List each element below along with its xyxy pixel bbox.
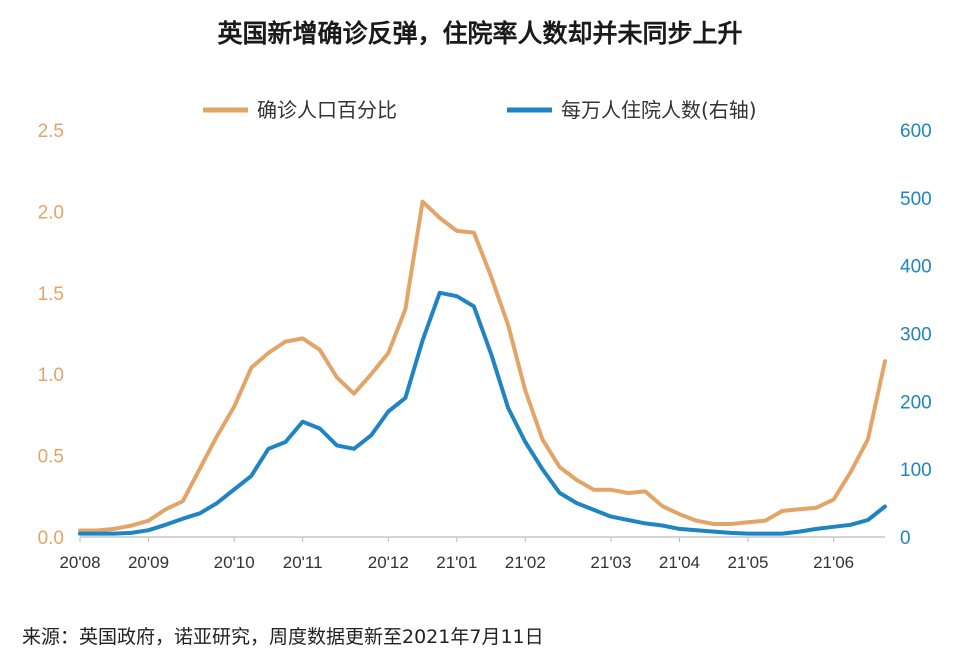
right-tick-label: 0 <box>900 528 911 549</box>
legend-label-hospitalized: 每万人住院人数(右轴) <box>561 98 757 122</box>
series-line-hospitalized <box>78 290 887 536</box>
right-tick-label: 400 <box>900 257 932 278</box>
plot-area <box>78 199 887 536</box>
x-tick-label: 20'09 <box>128 553 169 572</box>
right-tick-label: 600 <box>900 121 932 142</box>
source-note: 来源：英国政府，诺亚研究，周度数据更新至2021年7月11日 <box>22 626 544 648</box>
chart-title: 英国新增确诊反弹，住院率人数却并未同步上升 <box>217 19 742 48</box>
x-tick-label: 21'03 <box>590 553 631 572</box>
left-tick-label: 1.0 <box>38 365 64 386</box>
x-tick-label: 21'04 <box>659 553 700 572</box>
x-tick-label: 21'05 <box>727 553 768 572</box>
x-axis: 20'08 20'09 20'10 20'11 20'12 21'01 21'02 21'03… <box>59 537 854 572</box>
x-tick-label: 21'06 <box>813 553 854 572</box>
x-tick-label: 20'08 <box>59 553 100 572</box>
x-tick-label: 20'12 <box>368 553 409 572</box>
right-tick-label: 100 <box>900 460 932 481</box>
left-tick-label: 0.5 <box>38 447 64 468</box>
left-y-axis: 0.0 0.5 1.0 1.5 2.0 2.5 <box>38 121 64 549</box>
right-y-axis: 0 100 200 300 400 500 600 <box>900 121 932 549</box>
x-tick-label: 21'01 <box>436 553 477 572</box>
left-tick-label: 2.0 <box>38 202 64 223</box>
left-tick-label: 0.0 <box>38 528 64 549</box>
left-tick-label: 2.5 <box>38 121 64 142</box>
legend: 确诊人口百分比 每万人住院人数(右轴) <box>203 98 757 122</box>
right-tick-label: 200 <box>900 392 932 413</box>
right-tick-label: 300 <box>900 325 932 346</box>
x-tick-label: 20'10 <box>214 553 255 572</box>
legend-label-confirmed: 确诊人口百分比 <box>257 98 397 122</box>
x-tick-label: 20'11 <box>283 553 323 572</box>
x-tick-label: 21'02 <box>505 553 546 572</box>
right-tick-label: 500 <box>900 189 932 210</box>
left-tick-label: 1.5 <box>38 284 64 305</box>
series-line-confirmed <box>78 199 887 533</box>
